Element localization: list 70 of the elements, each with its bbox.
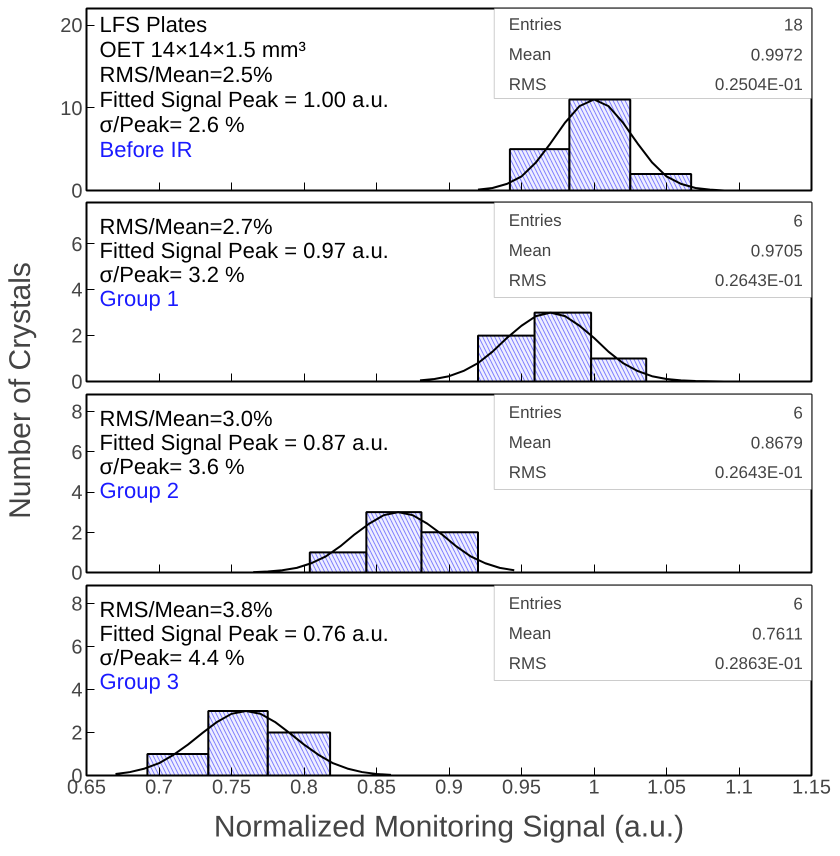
annotation: 0.2863E-01 <box>714 654 803 673</box>
y-tick-label: 10 <box>60 98 83 120</box>
x-tick-label: 1.05 <box>647 776 686 798</box>
y-tick-label: 4 <box>71 280 82 302</box>
annotation: 0.2643E-01 <box>714 463 803 482</box>
annotation: RMS <box>508 654 547 673</box>
annotation: Fitted Signal Peak = 0.76 a.u. <box>100 621 389 646</box>
annotation: Group 3 <box>100 669 180 694</box>
annotation: Fitted Signal Peak = 1.00 a.u. <box>100 87 389 112</box>
annotation: RMS <box>508 271 547 290</box>
annotation: 0.8679 <box>750 434 803 452</box>
y-tick-label: 4 <box>71 680 82 702</box>
annotation: Fitted Signal Peak = 0.87 a.u. <box>100 430 389 455</box>
y-tick-label: 6 <box>71 234 82 256</box>
annotation: σ/Peak= 2.6 % <box>100 112 245 137</box>
annotation: Mean <box>508 433 552 452</box>
x-tick-label: 1 <box>588 776 600 798</box>
annotation: Mean <box>508 241 552 260</box>
y-tick-label: 2 <box>71 522 82 544</box>
annotation: σ/Peak= 3.2 % <box>100 262 245 287</box>
y-tick-label: 0 <box>71 562 82 584</box>
annotation: LFS Plates <box>100 12 208 37</box>
annotation: RMS/Mean=3.0% <box>100 406 273 431</box>
annotation: σ/Peak= 4.4 % <box>100 645 245 670</box>
x-tick-label: 0.9 <box>435 776 463 798</box>
annotation: Group 2 <box>100 478 180 503</box>
annotation: 6 <box>793 404 803 422</box>
annotation: Mean <box>508 45 552 64</box>
annotation: RMS/Mean=3.8% <box>100 597 273 622</box>
annotation: Fitted Signal Peak = 0.97 a.u. <box>100 238 389 263</box>
annotation: 0.2643E-01 <box>714 271 803 290</box>
annotation: σ/Peak= 3.6 % <box>100 454 245 479</box>
y-tick-label: 4 <box>71 482 82 504</box>
y-tick-label: 8 <box>71 402 82 424</box>
x-tick-label: 0.95 <box>502 776 541 798</box>
annotation: 6 <box>793 594 803 614</box>
x-tick-label: 0.7 <box>145 776 173 798</box>
y-tick-label: 2 <box>71 722 82 745</box>
annotation: Entries <box>508 594 562 613</box>
y-tick-label: 0 <box>71 372 82 394</box>
y-tick-label: 6 <box>71 636 82 659</box>
x-tick-label: 0.8 <box>290 776 318 798</box>
annotation: 0.9705 <box>750 242 803 260</box>
x-axis-title: Normalized Monitoring Signal (a.u.) <box>214 810 684 844</box>
annotation: Entries <box>508 403 562 422</box>
x-tick-label: 1.1 <box>725 776 753 798</box>
annotation: RMS/Mean=2.7% <box>100 214 273 239</box>
annotation: Group 1 <box>100 286 180 311</box>
annotation: 0.9972 <box>750 46 803 64</box>
annotation: Entries <box>508 211 562 230</box>
annotation: OET 14×14×1.5 mm³ <box>100 37 306 62</box>
annotation: Mean <box>508 624 552 643</box>
y-tick-label: 2 <box>71 326 82 348</box>
annotation: 0.2504E-01 <box>714 75 803 94</box>
x-tick-label: 0.75 <box>212 776 251 798</box>
annotation: RMS <box>508 75 547 94</box>
annotation: 6 <box>793 212 803 230</box>
y-tick-label: 0 <box>71 180 82 202</box>
annotation: RMS/Mean=2.5% <box>100 62 273 87</box>
x-tick-label: 1.15 <box>792 776 831 798</box>
y-tick-label: 8 <box>71 594 82 616</box>
annotation: RMS <box>508 463 547 482</box>
x-tick-label: 0.85 <box>357 776 396 798</box>
annotation: 18 <box>784 16 803 34</box>
annotation: Before IR <box>100 137 192 162</box>
annotation: 0.7611 <box>752 624 803 644</box>
y-tick-label: 20 <box>60 15 83 38</box>
y-axis-title: Number of Crystals <box>4 262 37 519</box>
annotation: Entries <box>508 15 562 34</box>
y-tick-label: 6 <box>71 442 82 464</box>
